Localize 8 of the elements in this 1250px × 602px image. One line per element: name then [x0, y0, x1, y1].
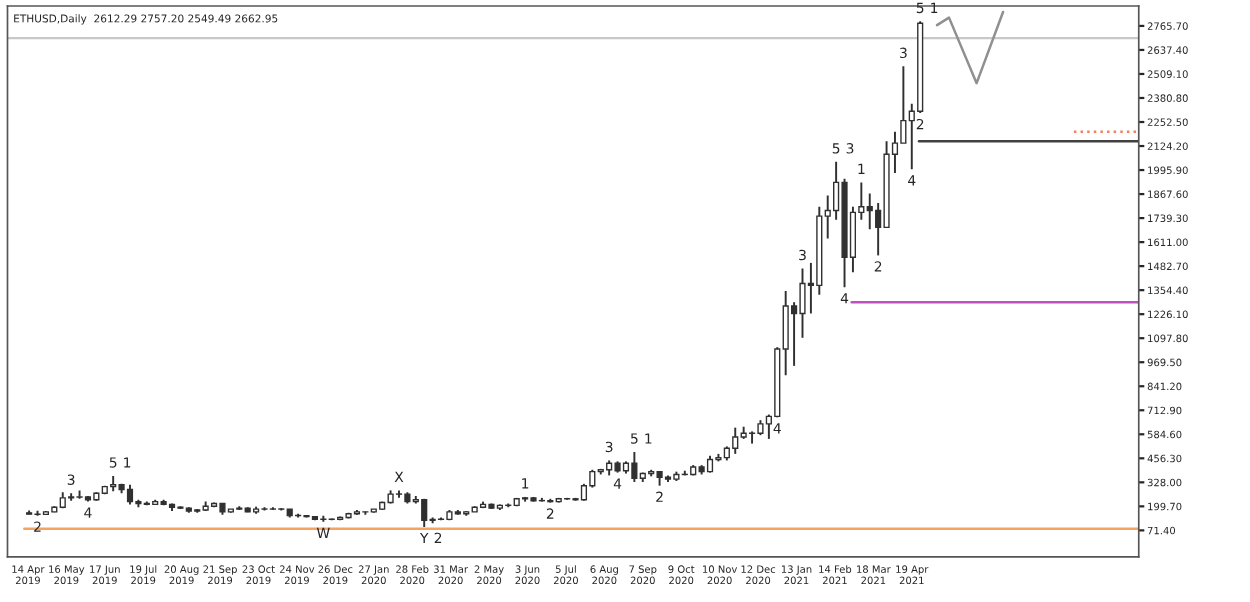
candlestick [126, 483, 134, 506]
candlestick [799, 267, 806, 339]
candlestick [631, 451, 638, 483]
candlestick [732, 426, 739, 455]
candlestick [421, 497, 428, 528]
candlestick [748, 430, 756, 445]
line-series [935, 10, 1005, 85]
candlestick [866, 192, 873, 231]
